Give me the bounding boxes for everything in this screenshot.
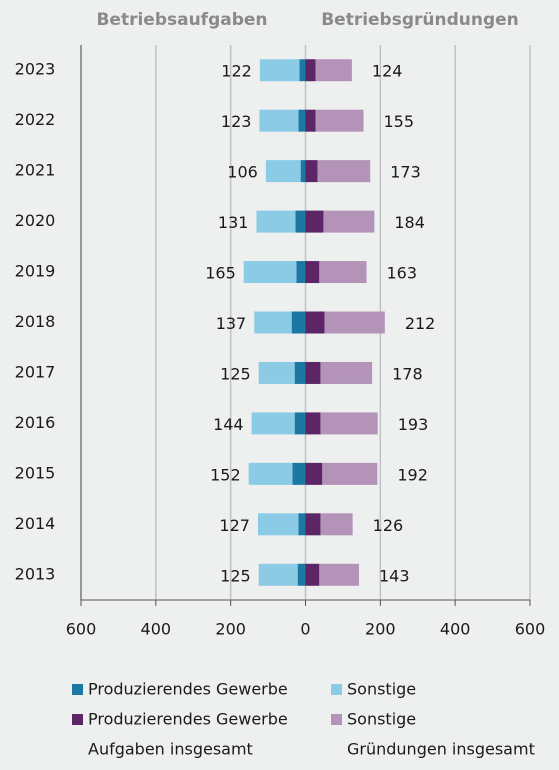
right-title: Betriebsgründungen: [321, 10, 519, 30]
x-tick-label: 600: [66, 620, 97, 639]
total-label: 192: [397, 465, 428, 484]
y-tick-label: 2021: [15, 161, 56, 180]
total-label: 137: [216, 314, 247, 333]
y-tick-label: 2018: [15, 312, 56, 331]
bar-segment: [299, 59, 306, 82]
bar-segment: [296, 261, 306, 284]
total-label: 122: [221, 62, 252, 81]
bar-segment: [258, 563, 298, 586]
bar-segment: [292, 462, 306, 485]
bar-segment: [305, 210, 324, 233]
total-label: 127: [219, 516, 250, 535]
bar-segment: [254, 311, 292, 334]
bar-segment: [256, 210, 296, 233]
bar-segment: [305, 361, 321, 384]
bar-segment: [243, 261, 297, 284]
y-tick-label: 2015: [15, 463, 56, 482]
bar-segment: [315, 59, 352, 82]
bar-segment: [305, 462, 323, 485]
total-label: 125: [220, 566, 251, 585]
total-label: 106: [227, 163, 258, 182]
legend-label: Produzierendes Gewerbe: [88, 710, 288, 729]
total-label: 123: [221, 112, 252, 131]
legend-swatch: [72, 684, 83, 695]
bar-segment: [320, 412, 378, 435]
bar-segment: [291, 311, 306, 334]
bar-segment: [305, 261, 320, 284]
y-tick-label: 2019: [15, 262, 56, 281]
total-label: 178: [392, 364, 423, 383]
y-tick-label: 2020: [15, 211, 56, 230]
bar-segment: [251, 412, 295, 435]
bar-segment: [322, 462, 378, 485]
total-label: 126: [373, 516, 404, 535]
legend-label: Aufgaben insgesamt: [88, 740, 253, 759]
bar-segment: [305, 59, 316, 82]
legend-label: Gründungen insgesamt: [347, 740, 535, 759]
bar-segment: [298, 109, 306, 132]
x-tick-label: 600: [515, 620, 546, 639]
x-tick-label: 400: [440, 620, 471, 639]
bar-segment: [305, 412, 321, 435]
bar-segment: [248, 462, 293, 485]
bar-segment: [294, 361, 306, 384]
bar-segment: [294, 412, 306, 435]
bar-segment: [319, 563, 360, 586]
bar-segment: [324, 311, 385, 334]
total-label: 143: [379, 566, 410, 585]
y-tick-label: 2017: [15, 362, 56, 381]
bar-segment: [258, 361, 295, 384]
legend-swatch: [331, 714, 342, 725]
bar-segment: [295, 210, 306, 233]
x-tick-label: 0: [300, 620, 310, 639]
legend-label: Sonstige: [347, 680, 416, 699]
total-label: 131: [218, 213, 249, 232]
total-label: 165: [205, 264, 236, 283]
bar-segment: [320, 361, 373, 384]
y-tick-label: 2013: [15, 564, 56, 583]
y-tick-label: 2023: [15, 60, 56, 79]
total-label: 144: [213, 415, 244, 434]
total-label: 193: [398, 415, 429, 434]
bar-segment: [323, 210, 375, 233]
total-label: 212: [405, 314, 436, 333]
bar-segment: [300, 160, 306, 183]
bar-segment: [257, 513, 299, 536]
bar-segment: [320, 513, 353, 536]
bar-segment: [265, 160, 301, 183]
x-tick-label: 400: [141, 620, 172, 639]
y-tick-label: 2016: [15, 413, 56, 432]
bar-segment: [305, 513, 321, 536]
total-label: 163: [386, 264, 417, 283]
total-label: 184: [394, 213, 425, 232]
bar-segment: [305, 311, 325, 334]
left-title: Betriebsaufgaben: [96, 10, 267, 30]
bar-segment: [298, 513, 306, 536]
bar-segment: [305, 160, 318, 183]
total-label: 173: [390, 163, 421, 182]
x-tick-label: 200: [215, 620, 246, 639]
bar-segment: [317, 160, 371, 183]
total-label: 152: [210, 465, 241, 484]
legend-swatch: [331, 684, 342, 695]
bar-segment: [259, 109, 299, 132]
total-label: 155: [383, 112, 414, 131]
y-tick-label: 2022: [15, 110, 56, 129]
bar-segment: [297, 563, 306, 586]
x-tick-label: 200: [365, 620, 396, 639]
legend-label: Produzierendes Gewerbe: [88, 680, 288, 699]
total-label: 125: [220, 364, 251, 383]
total-label: 124: [372, 62, 403, 81]
bar-segment: [259, 59, 300, 82]
bar-segment: [305, 563, 320, 586]
bar-segment: [315, 109, 364, 132]
legend-label: Sonstige: [347, 710, 416, 729]
bar-segment: [305, 109, 316, 132]
y-tick-label: 2014: [15, 514, 56, 533]
legend-swatch: [72, 714, 83, 725]
bar-segment: [319, 261, 367, 284]
